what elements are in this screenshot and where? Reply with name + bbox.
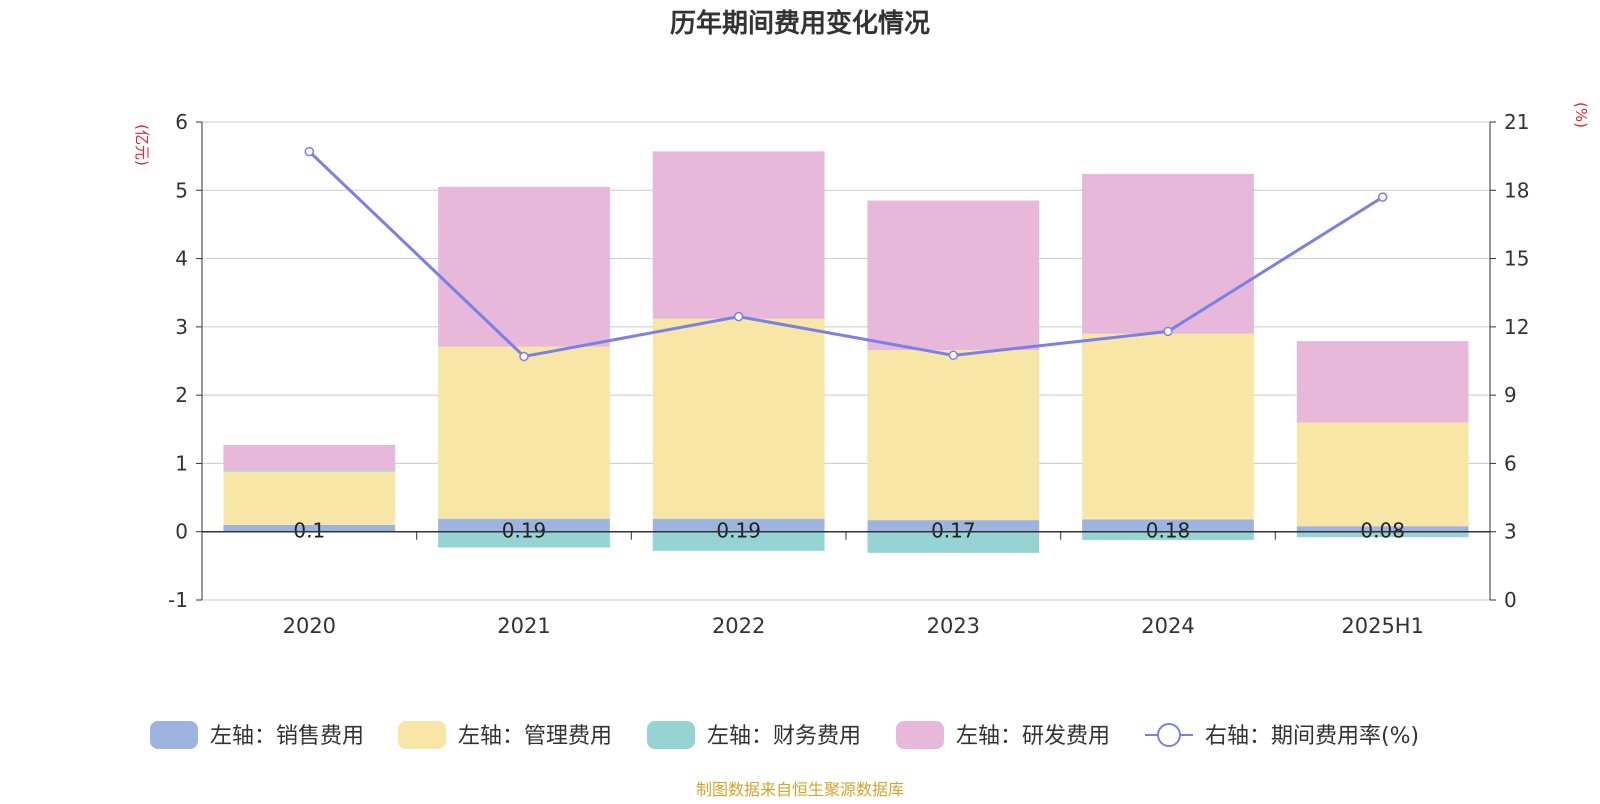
left-tick-label: 4 [175,247,188,271]
legend-label: 左轴：销售费用 [210,724,364,749]
bar-segment [223,444,396,471]
legend-circle-icon [1157,723,1181,747]
right-axis-unit: (%) [1572,102,1590,128]
bar-value-label: 0.19 [716,519,761,543]
left-tick-label: 3 [175,315,188,339]
bar-segment [652,531,825,551]
x-tick-label: 2022 [712,614,765,638]
bar-segment [1082,531,1254,540]
bar-segment [1296,341,1469,423]
bar-segment [1296,422,1469,527]
left-axis-unit: (亿元) [133,124,151,166]
bar-value-label: 0.1 [293,519,325,543]
bar-segment [652,151,825,319]
bar-segment [652,518,825,532]
chart-title: 历年期间费用变化情况 [670,8,930,39]
bar-value-label: 0.18 [1146,519,1191,543]
left-tick-label: -1 [168,588,188,612]
source-note: 制图数据来自恒生聚源数据库 [696,780,904,799]
bar-segment [867,200,1040,351]
right-tick-label: 3 [1504,520,1517,544]
bar-segment [223,470,396,472]
bar-segment [867,531,1040,553]
x-tick-label: 2023 [927,614,980,638]
x-tick-label: 2021 [497,614,550,638]
legend-label: 左轴：管理费用 [458,724,612,749]
x-tick-label: 2024 [1141,614,1194,638]
left-tick-label: 2 [175,383,188,407]
right-tick-label: 9 [1504,383,1517,407]
right-tick-label: 6 [1504,451,1517,475]
right-tick-label: 15 [1504,247,1529,271]
legend-swatch [398,721,446,749]
legend-label: 左轴：财务费用 [707,724,861,749]
left-tick-label: 1 [175,451,188,475]
rate-point [733,311,744,322]
bar-segment [223,524,396,532]
bar-segment [652,318,825,519]
rate-point [948,350,959,361]
bar-segment [1296,531,1469,538]
bar-segment [867,350,1040,521]
legend-swatch [647,721,695,749]
bar-segment [223,471,396,525]
right-tick-label: 21 [1504,110,1529,134]
legend-swatch [150,721,198,749]
legend-label: 右轴：期间费用率(%) [1205,724,1419,749]
bar-segment [438,186,610,347]
left-tick-label: 5 [175,178,188,202]
rate-point [1163,326,1173,337]
right-tick-label: 18 [1504,178,1529,202]
x-tick-label: 2025H1 [1341,614,1424,638]
rate-line [304,146,1388,362]
left-tick-label: 6 [175,110,188,134]
bar-segment [438,518,610,532]
bar-segment [1082,173,1254,334]
legend: 左轴：销售费用 左轴：管理费用 左轴：财务费用 左轴：研发费用 右轴：期间费用率(%) [150,721,1419,749]
x-tick-label: 2020 [283,614,336,638]
legend-label: 左轴：研发费用 [956,724,1110,749]
rate-line-path [308,150,1384,359]
bar-segment [438,346,610,519]
bar-segment [438,531,610,548]
left-tick-label: 0 [175,520,188,544]
right-tick-label: 12 [1504,315,1529,339]
bars [223,151,1469,553]
rate-point [519,351,529,362]
rate-point [1377,192,1388,202]
rate-point [304,146,315,157]
bar-value-label: 0.17 [931,519,976,543]
bar-labels: 0.1 0.19 0.19 0.17 0.18 0.08 [293,519,1405,543]
bar-segment [867,520,1040,532]
bar-segment [1082,519,1254,532]
right-tick-label: 0 [1504,588,1517,612]
bar-segment [1296,526,1469,532]
bar-value-label: 0.19 [502,519,547,543]
legend-swatch [896,721,944,749]
bar-value-label: 0.08 [1360,519,1405,543]
bar-segment [1082,333,1254,520]
